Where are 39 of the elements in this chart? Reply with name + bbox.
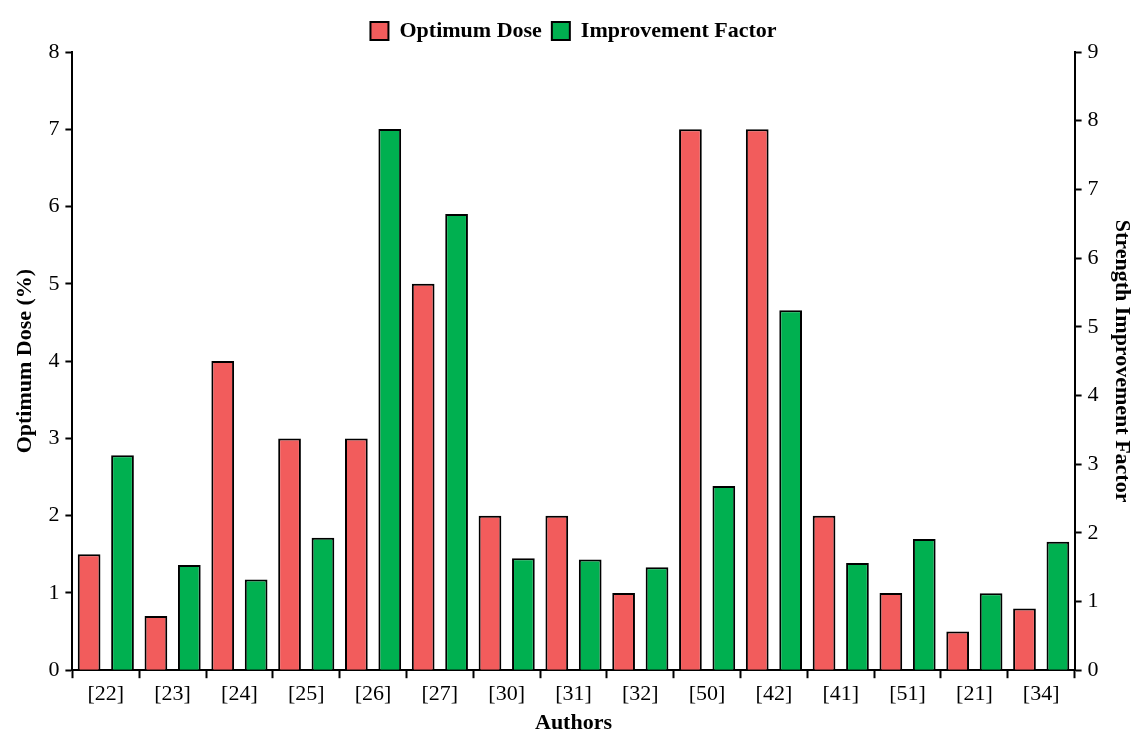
y2-tick-label: 2 [1087, 518, 1099, 544]
y-tick-label: 6 [48, 192, 60, 218]
x-tick-label: [31] [555, 680, 592, 706]
y2-tick-label: 8 [1087, 106, 1099, 132]
y2-tick-label: 6 [1087, 243, 1099, 269]
y-tick-label: 2 [48, 501, 60, 527]
x-tick-label: [42] [755, 680, 793, 706]
x-tick-label: [24] [221, 680, 258, 706]
x-tick-label: [22] [87, 680, 125, 706]
y-tick-label: 7 [48, 115, 60, 141]
y2-tick-label: 9 [1087, 37, 1099, 63]
y2-tick-label: 3 [1087, 449, 1099, 475]
y2-tick-label: 4 [1087, 381, 1099, 407]
y-axis-title: Optimum Dose (%) [10, 268, 36, 454]
x-tick-label: [41] [822, 680, 860, 706]
x-tick-label: [34] [1022, 680, 1060, 706]
x-axis-title: Authors [534, 709, 613, 735]
y-tick-label: 4 [48, 346, 60, 372]
y2-axis-title: Strength Improvement Factor [1111, 219, 1137, 503]
y2-tick-label: 0 [1087, 655, 1099, 681]
legend-label: Improvement Factor [580, 16, 777, 42]
x-tick-label: [21] [956, 680, 993, 706]
x-tick-label: [50] [688, 680, 726, 706]
x-tick-label: [26] [354, 680, 392, 706]
y-tick-label: 5 [48, 269, 60, 295]
y2-tick-label: 5 [1087, 312, 1099, 338]
legend-label: Optimum Dose [399, 16, 543, 42]
y2-tick-label: 1 [1087, 587, 1099, 613]
x-tick-label: [51] [889, 680, 926, 706]
y-tick-label: 0 [48, 655, 60, 681]
x-tick-label: [23] [154, 680, 191, 706]
x-tick-label: [30] [488, 680, 526, 706]
y-tick-label: 1 [48, 578, 60, 604]
y2-tick-label: 7 [1087, 175, 1099, 201]
y-tick-label: 3 [48, 424, 60, 450]
y-tick-label: 8 [48, 37, 60, 63]
x-tick-label: [25] [287, 680, 325, 706]
x-tick-label: [27] [421, 680, 459, 706]
x-tick-label: [32] [621, 680, 659, 706]
